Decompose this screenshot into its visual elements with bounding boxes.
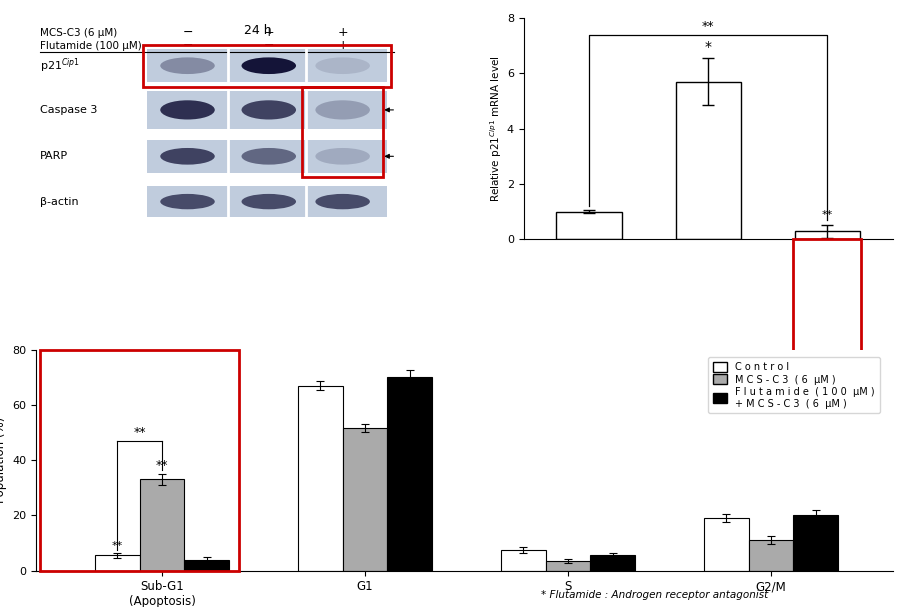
Legend: C o n t r o l, M C S - C 3  ( 6  μM ), F l u t a m i d e  ( 1 0 0  μM )
+ M C S : C o n t r o l, M C S - C 3 ( 6 μM ), F l… bbox=[708, 357, 879, 413]
Bar bbox=[794, 515, 838, 571]
Text: β-actin: β-actin bbox=[40, 197, 78, 206]
Text: **: ** bbox=[822, 211, 833, 220]
Ellipse shape bbox=[316, 148, 370, 164]
Bar bbox=[794, 239, 861, 443]
Bar bbox=[95, 555, 140, 571]
Text: PARP: PARP bbox=[40, 151, 68, 161]
Bar bbox=[749, 540, 794, 571]
Text: MCS-C3(6 μM): MCS-C3(6 μM) bbox=[529, 390, 599, 399]
Ellipse shape bbox=[316, 194, 370, 209]
Text: −: − bbox=[182, 26, 193, 39]
FancyBboxPatch shape bbox=[147, 140, 387, 173]
Text: +: + bbox=[263, 26, 274, 39]
FancyBboxPatch shape bbox=[147, 49, 387, 83]
Ellipse shape bbox=[242, 58, 296, 74]
Ellipse shape bbox=[316, 58, 370, 74]
Bar bbox=[298, 385, 343, 571]
Bar bbox=[143, 45, 391, 87]
Text: +: + bbox=[337, 39, 348, 52]
Text: **: ** bbox=[133, 426, 146, 439]
Bar bbox=[302, 87, 383, 177]
Ellipse shape bbox=[242, 148, 296, 164]
Text: +: + bbox=[337, 26, 348, 39]
Y-axis label: Relative p21$^{Cip1}$ mRNA level: Relative p21$^{Cip1}$ mRNA level bbox=[488, 55, 504, 202]
Ellipse shape bbox=[242, 100, 296, 120]
Text: Flutamide (100 μM): Flutamide (100 μM) bbox=[40, 41, 142, 51]
Ellipse shape bbox=[242, 194, 296, 209]
Ellipse shape bbox=[161, 58, 215, 74]
Bar bbox=[184, 560, 229, 571]
Text: −: − bbox=[182, 39, 193, 52]
Ellipse shape bbox=[161, 148, 215, 164]
Text: (56.98): (56.98) bbox=[689, 361, 727, 371]
Text: p21$^{Cip1}$: p21$^{Cip1}$ bbox=[40, 56, 80, 75]
Text: Flutamide (100 μM): Flutamide (100 μM) bbox=[529, 416, 625, 426]
Bar bbox=[387, 378, 432, 571]
Bar bbox=[546, 561, 591, 571]
Text: +: + bbox=[822, 390, 833, 402]
FancyBboxPatch shape bbox=[147, 91, 387, 129]
Bar bbox=[557, 212, 621, 239]
Y-axis label: Population (%): Population (%) bbox=[0, 417, 6, 503]
Bar bbox=[41, 350, 239, 571]
Text: (1.0): (1.0) bbox=[577, 361, 602, 371]
Text: *: * bbox=[704, 40, 712, 54]
Text: **: ** bbox=[156, 459, 169, 472]
Bar bbox=[795, 231, 861, 239]
Text: (0.38): (0.38) bbox=[812, 361, 843, 371]
Text: −: − bbox=[584, 416, 594, 429]
Bar bbox=[591, 555, 635, 571]
Ellipse shape bbox=[316, 100, 370, 120]
Bar bbox=[502, 550, 546, 571]
Text: **: ** bbox=[112, 541, 123, 551]
Text: −: − bbox=[263, 39, 274, 52]
Bar bbox=[704, 518, 749, 571]
Text: +: + bbox=[703, 390, 713, 402]
Bar bbox=[676, 82, 741, 239]
Text: −: − bbox=[703, 416, 713, 429]
Text: * Flutamide : Androgen receptor antagonist: * Flutamide : Androgen receptor antagoni… bbox=[541, 590, 769, 600]
FancyBboxPatch shape bbox=[147, 186, 387, 217]
Text: MCS-C3 (6 μM): MCS-C3 (6 μM) bbox=[40, 27, 117, 38]
Ellipse shape bbox=[161, 100, 215, 120]
Text: 24 h: 24 h bbox=[244, 24, 272, 37]
Text: −: − bbox=[584, 390, 594, 402]
Bar bbox=[343, 429, 387, 571]
Ellipse shape bbox=[161, 194, 215, 209]
Text: +: + bbox=[822, 416, 833, 429]
Bar bbox=[140, 480, 184, 571]
Text: **: ** bbox=[702, 21, 714, 33]
Text: Caspase 3: Caspase 3 bbox=[40, 105, 97, 115]
